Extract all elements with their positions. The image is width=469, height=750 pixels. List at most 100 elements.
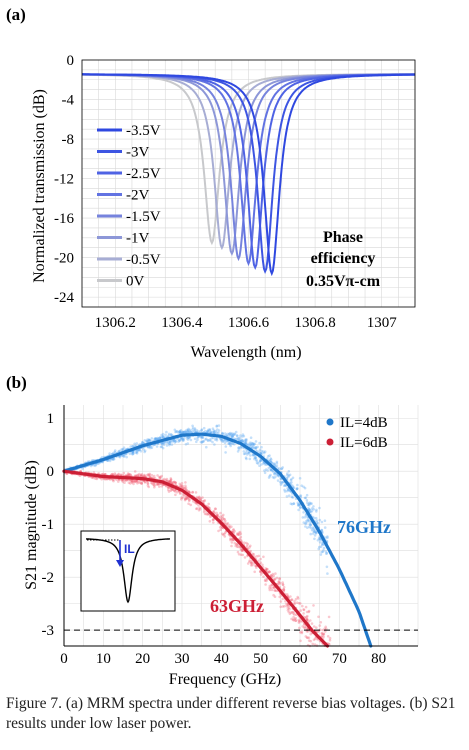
scatter-point xyxy=(280,482,284,485)
scatter-point xyxy=(183,498,187,502)
scatter-point xyxy=(219,511,222,515)
scatter-point xyxy=(111,458,115,461)
y-tick-label: -3 xyxy=(42,623,55,639)
scatter-point xyxy=(283,490,287,493)
scatter-point xyxy=(273,595,277,598)
scatter-point xyxy=(186,428,190,432)
y-tick-label: -4 xyxy=(62,93,75,109)
scatter-point xyxy=(243,556,247,559)
scatter-point xyxy=(309,532,313,536)
scatter-point xyxy=(188,491,192,495)
scatter-point xyxy=(242,452,246,456)
scatter-point xyxy=(211,518,215,522)
scatter-point xyxy=(320,528,324,532)
scatter-point xyxy=(306,636,309,640)
y-tick-label: -16 xyxy=(54,211,74,227)
scatter-point xyxy=(303,516,307,519)
scatter-point xyxy=(195,507,198,511)
scatter-point xyxy=(171,488,175,492)
scatter-point xyxy=(270,583,274,587)
scatter-point xyxy=(313,537,316,541)
scatter-point xyxy=(114,473,117,477)
scatter-point xyxy=(255,461,259,465)
scatter-point xyxy=(277,582,281,585)
scatter-point xyxy=(297,504,301,507)
scatter-point xyxy=(228,432,231,436)
scatter-point xyxy=(228,432,231,436)
scatter-point xyxy=(122,455,125,458)
scatter-point xyxy=(169,480,173,484)
scatter-point xyxy=(162,441,165,445)
scatter-point xyxy=(131,480,135,484)
scatter-point xyxy=(148,472,152,476)
scatter-point xyxy=(129,473,132,476)
scatter-point xyxy=(168,442,171,446)
scatter-point xyxy=(299,494,302,498)
scatter-point xyxy=(260,452,264,456)
scatter-point xyxy=(145,439,149,443)
scatter-point xyxy=(264,567,268,570)
scatter-point xyxy=(320,632,324,635)
scatter-point xyxy=(306,503,310,507)
scatter-point xyxy=(221,432,224,435)
scatter-point xyxy=(158,437,162,440)
panel-a-annotation: Phase efficiency 0.35Vπ-cm xyxy=(306,229,381,290)
scatter-point xyxy=(217,529,220,533)
scatter-point xyxy=(237,533,240,536)
scatter-point xyxy=(193,501,197,504)
scatter-point xyxy=(177,431,180,434)
scatter-point xyxy=(309,523,312,527)
scatter-point xyxy=(140,481,143,485)
scatter-point xyxy=(174,481,177,485)
scatter-point xyxy=(265,567,269,571)
scatter-point xyxy=(132,452,135,455)
scatter-point xyxy=(221,516,224,520)
scatter-point xyxy=(178,431,182,434)
scatter-point xyxy=(205,445,208,449)
scatter-point xyxy=(186,430,190,433)
scatter-point xyxy=(187,502,190,506)
scatter-point xyxy=(238,537,242,540)
scatter-point xyxy=(235,542,239,546)
scatter-point xyxy=(147,445,150,449)
scatter-point xyxy=(278,577,282,580)
scatter-point xyxy=(126,472,130,475)
scatter-point xyxy=(288,473,292,477)
scatter-point xyxy=(133,470,137,473)
scatter-point xyxy=(215,424,219,428)
x-tick-label: 1306.4 xyxy=(161,315,203,331)
scatter-point xyxy=(293,599,296,603)
scatter-point xyxy=(256,462,260,465)
scatter-point xyxy=(161,435,164,438)
scatter-point xyxy=(146,482,150,485)
scatter-point xyxy=(181,431,184,435)
scatter-point xyxy=(253,446,257,450)
scatter-point xyxy=(263,463,267,466)
scatter-point xyxy=(137,449,140,452)
scatter-point xyxy=(160,474,163,478)
scatter-point xyxy=(101,472,105,476)
scatter-point xyxy=(328,639,332,642)
scatter-point xyxy=(131,445,135,448)
scatter-point xyxy=(207,502,210,506)
scatter-point xyxy=(281,583,285,586)
scatter-point xyxy=(168,479,171,483)
scatter-point xyxy=(255,459,258,463)
scatter-point xyxy=(127,481,131,485)
scatter-point xyxy=(246,554,249,558)
panel-b-y-ticks: 1 0 -1 -2 -3 xyxy=(42,411,55,639)
scatter-point xyxy=(239,434,242,437)
scatter-point xyxy=(138,448,142,452)
scatter-point xyxy=(219,437,222,441)
scatter-point xyxy=(182,437,186,440)
scatter-point xyxy=(123,479,127,482)
legend-label: -1V xyxy=(126,231,149,247)
scatter-point xyxy=(326,572,329,575)
scatter-point xyxy=(315,510,318,513)
scatter-point xyxy=(277,467,281,470)
scatter-point xyxy=(275,462,279,465)
scatter-point xyxy=(228,443,232,446)
scatter-point xyxy=(323,627,327,630)
scatter-point xyxy=(162,435,165,439)
scatter-point xyxy=(314,516,318,520)
